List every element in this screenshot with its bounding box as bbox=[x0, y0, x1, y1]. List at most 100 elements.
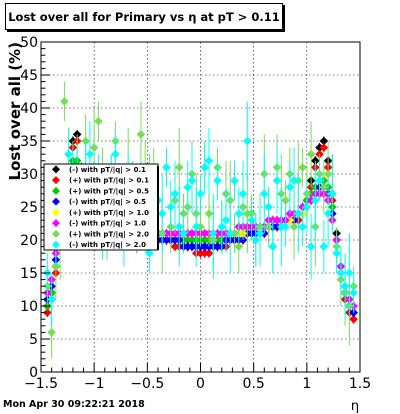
data-point bbox=[298, 163, 307, 172]
legend-marker bbox=[52, 176, 60, 185]
data-point bbox=[47, 328, 56, 337]
legend-entry: (-) with pT/|q| > 0.1 bbox=[69, 166, 146, 175]
data-point bbox=[345, 268, 354, 278]
data-point bbox=[196, 189, 205, 199]
y-tick-label: 0 bbox=[29, 365, 38, 381]
legend-marker bbox=[52, 197, 60, 206]
legend: (-) with pT/|q| > 0.1 (+) with pT/|q| > 0… bbox=[43, 163, 159, 251]
data-point bbox=[111, 149, 120, 159]
legend-marker bbox=[52, 165, 60, 174]
data-point bbox=[306, 149, 316, 159]
data-point bbox=[285, 182, 295, 192]
data-point bbox=[319, 242, 329, 251]
data-point bbox=[315, 176, 324, 185]
legend-marker bbox=[52, 240, 60, 249]
data-point bbox=[255, 229, 265, 238]
data-point bbox=[51, 262, 61, 271]
data-point bbox=[349, 288, 358, 298]
data-point bbox=[234, 242, 244, 251]
data-point bbox=[323, 169, 333, 179]
data-point bbox=[302, 202, 312, 212]
data-point bbox=[281, 222, 290, 232]
data-point bbox=[85, 149, 95, 159]
data-point bbox=[234, 209, 244, 218]
legend-marker bbox=[52, 208, 60, 217]
data-point bbox=[166, 202, 176, 212]
data-point bbox=[311, 196, 320, 205]
legend-marker bbox=[52, 219, 60, 228]
data-point bbox=[170, 189, 180, 199]
data-point bbox=[260, 189, 269, 199]
x-tick-label: 0.5 bbox=[243, 376, 265, 392]
data-point bbox=[272, 176, 282, 185]
legend-box bbox=[43, 163, 159, 251]
chart-title: Lost over all for Primary vs η at pT > 0… bbox=[8, 9, 280, 24]
x-tick-label: −1.5 bbox=[24, 376, 58, 392]
timestamp: Mon Apr 30 09:22:21 2018 bbox=[3, 399, 145, 410]
data-point bbox=[204, 209, 214, 218]
y-tick-label: 30 bbox=[20, 167, 38, 183]
data-point bbox=[328, 189, 337, 199]
legend-marker bbox=[52, 186, 60, 195]
data-point bbox=[306, 242, 316, 251]
data-point bbox=[187, 176, 197, 185]
data-point bbox=[179, 229, 188, 238]
data-point bbox=[319, 143, 329, 152]
legend-entry: (+) with pT/|q| > 0.1 bbox=[69, 177, 149, 186]
legend-entry: (-) with pT/|q| > 1.0 bbox=[69, 220, 146, 229]
y-axis-label: Lost over all (%) bbox=[6, 42, 24, 180]
data-point bbox=[319, 136, 329, 146]
legend-entry: (-) with pT/|q| > 2.0 bbox=[69, 241, 146, 250]
y-tick-label: 10 bbox=[20, 299, 38, 315]
data-point bbox=[221, 215, 231, 225]
data-point bbox=[323, 209, 333, 218]
data-point bbox=[174, 163, 184, 172]
data-point bbox=[281, 196, 290, 205]
x-tick-label: −1 bbox=[84, 376, 105, 392]
data-point bbox=[251, 235, 261, 245]
y-tick-label: 40 bbox=[20, 101, 38, 117]
data-point bbox=[225, 229, 235, 238]
axis-ticks: −1.5 −1 −0.5 0 0.5 1 1.5 0 5 10 15 20 25 30 35 40 45 50 bbox=[20, 35, 371, 392]
x-axis-label: η bbox=[351, 399, 359, 414]
data-point bbox=[204, 248, 214, 258]
legend-marker bbox=[52, 229, 60, 238]
data-point bbox=[43, 308, 52, 317]
data-point bbox=[89, 143, 99, 152]
legend-entry: (+) with pT/|q| > 2.0 bbox=[69, 230, 149, 239]
data-point bbox=[136, 130, 146, 139]
data-point bbox=[157, 209, 167, 218]
data-point bbox=[213, 176, 222, 185]
data-point bbox=[204, 156, 214, 166]
data-point bbox=[47, 295, 56, 304]
data-point bbox=[94, 116, 103, 126]
y-tick-label: 15 bbox=[20, 266, 38, 282]
y-tick-label: 25 bbox=[20, 200, 38, 216]
data-point bbox=[298, 222, 307, 232]
data-point bbox=[340, 281, 350, 291]
data-point bbox=[319, 182, 329, 192]
data-point bbox=[183, 182, 193, 192]
chart-title-box: Lost over all for Primary vs η at pT > 0… bbox=[5, 3, 283, 30]
data-point bbox=[60, 97, 69, 106]
x-tick-label: 0 bbox=[196, 376, 205, 392]
data-point bbox=[162, 163, 171, 172]
data-point bbox=[238, 189, 248, 199]
data-point bbox=[349, 314, 358, 324]
data-point bbox=[200, 163, 210, 172]
y-tick-label: 50 bbox=[20, 35, 38, 51]
data-point bbox=[64, 149, 73, 159]
data-point bbox=[191, 222, 201, 232]
legend-entry: (+) with pT/|q| > 0.5 bbox=[69, 187, 149, 196]
x-tick-label: 1 bbox=[302, 376, 311, 392]
y-tick-label: 35 bbox=[20, 134, 38, 150]
data-point bbox=[217, 222, 227, 232]
data-point bbox=[332, 248, 341, 258]
data-point bbox=[268, 242, 278, 251]
data-point bbox=[294, 209, 303, 218]
data-point bbox=[264, 202, 273, 212]
data-point bbox=[289, 176, 299, 185]
data-point bbox=[230, 176, 239, 185]
data-point bbox=[242, 136, 252, 146]
